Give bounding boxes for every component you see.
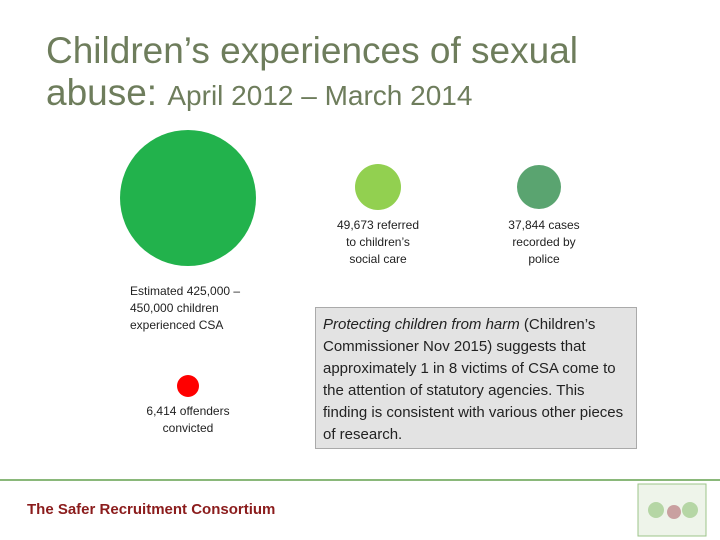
- label-line: 49,673 referred: [336, 218, 420, 232]
- label-line: 6,414 offenders: [146, 404, 230, 418]
- title-line2: abuse:: [46, 72, 158, 113]
- label-line: police: [528, 252, 560, 266]
- logo-figure: [682, 502, 698, 518]
- title-main: Children’s experiences of sexual: [46, 30, 579, 71]
- footer-text: The Safer Recruitment Consortium: [27, 501, 276, 518]
- label-line: social care: [349, 252, 407, 266]
- circle-estimated: [120, 130, 256, 266]
- box-italic: Protecting children from harm: [323, 316, 520, 333]
- title-period: April 2012 – March 2014: [167, 80, 473, 111]
- box-text: (Children’s Commissioner Nov 2015) sugge…: [323, 316, 624, 443]
- label-line: to children’s: [346, 235, 410, 249]
- label-line: recorded by: [512, 235, 576, 249]
- label-referred: 49,673 referred to children’s social car…: [318, 217, 438, 268]
- slide-title: Children’s experiences of sexual abuse: …: [46, 30, 686, 117]
- label-line: convicted: [162, 421, 214, 435]
- quote-box: Protecting children from harm (Children’…: [315, 307, 637, 449]
- label-line: Estimated 425,000 –: [130, 284, 241, 298]
- label-convicted: 6,414 offenders convicted: [128, 403, 248, 437]
- circle-police: [517, 165, 561, 209]
- label-line: 450,000 children: [130, 301, 219, 315]
- logo-figure: [648, 502, 664, 518]
- label-line: 37,844 cases: [508, 218, 580, 232]
- logo: [637, 483, 707, 537]
- label-estimated: Estimated 425,000 – 450,000 children exp…: [130, 283, 240, 334]
- label-line: experienced CSA: [130, 318, 224, 332]
- circle-convicted: [177, 375, 199, 397]
- logo-figure: [667, 505, 681, 519]
- label-police: 37,844 cases recorded by police: [484, 217, 604, 268]
- footer-rule: [0, 479, 720, 481]
- circle-referred: [355, 164, 401, 210]
